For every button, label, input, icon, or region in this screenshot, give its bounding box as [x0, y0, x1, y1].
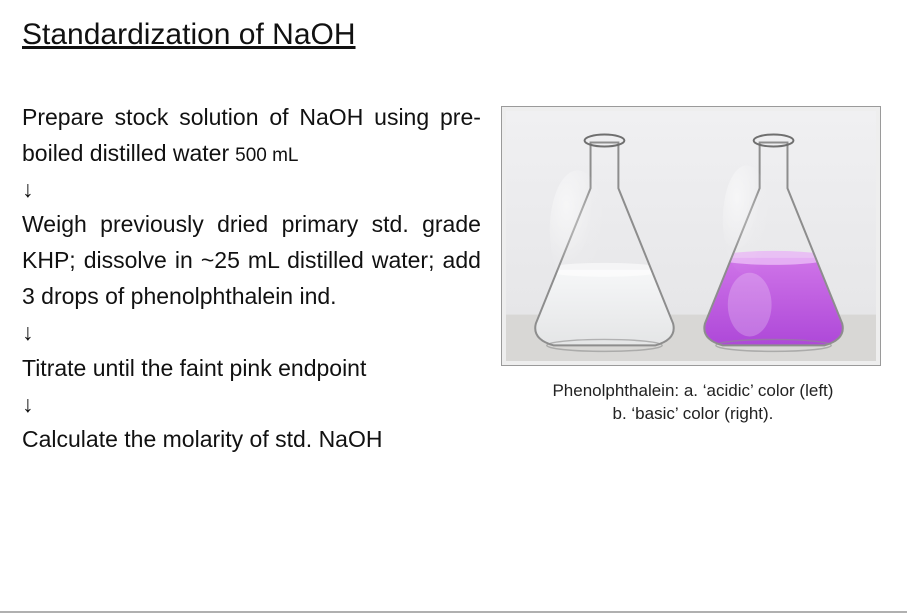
figure-photo — [501, 106, 881, 366]
caption-line-2: b. ‘basic’ color (right). — [612, 404, 773, 423]
step-2: Weigh previously dried primary std. grad… — [22, 207, 481, 314]
slide: Standardization of NaOH Prepare stock so… — [0, 0, 907, 613]
procedure-column: Prepare stock solution of NaOH using pre… — [22, 100, 501, 458]
flasks-svg — [506, 111, 876, 361]
arrow-1: ↓ — [22, 173, 481, 205]
step-1: Prepare stock solution of NaOH using pre… — [22, 100, 481, 171]
figure-caption: Phenolphthalein: a. ‘acidic’ color (left… — [501, 380, 885, 426]
arrow-2: ↓ — [22, 316, 481, 348]
arrow-3: ↓ — [22, 388, 481, 420]
figure-column: Phenolphthalein: a. ‘acidic’ color (left… — [501, 106, 885, 426]
caption-line-1: Phenolphthalein: a. ‘acidic’ color (left… — [552, 381, 833, 400]
slide-title: Standardization of NaOH — [22, 18, 885, 52]
step-1-volume: 500 mL — [235, 145, 298, 166]
content-columns: Prepare stock solution of NaOH using pre… — [22, 100, 885, 458]
figure-photo-inner — [506, 111, 876, 361]
step-4: Calculate the molarity of std. NaOH — [22, 422, 481, 458]
step-3: Titrate until the faint pink endpoint — [22, 351, 481, 387]
